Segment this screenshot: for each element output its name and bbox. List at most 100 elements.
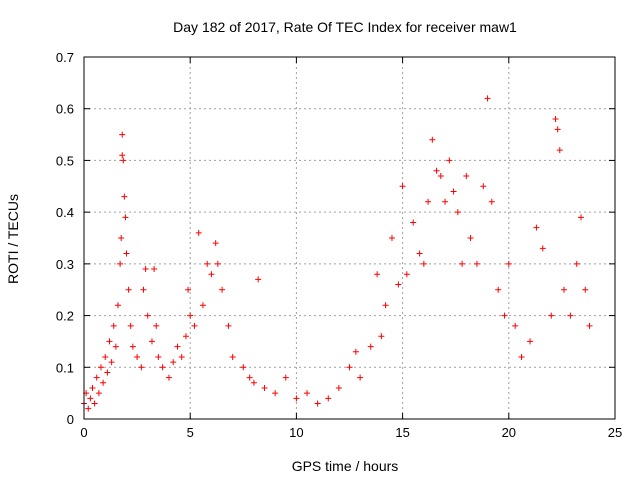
data-point — [153, 322, 160, 329]
data-point — [425, 198, 432, 205]
data-point — [104, 369, 111, 376]
data-point — [429, 136, 436, 143]
plot-frame — [83, 56, 616, 420]
x-axis-label: GPS time / hours — [292, 458, 399, 474]
data-point — [165, 374, 172, 381]
data-point — [552, 116, 559, 123]
data-point — [463, 172, 470, 179]
data-point — [229, 353, 236, 360]
data-point — [554, 126, 561, 133]
data-point — [87, 395, 94, 402]
data-point — [214, 260, 221, 267]
data-point — [388, 235, 395, 241]
data-point — [578, 214, 585, 221]
x-tick-label: 15 — [395, 425, 409, 440]
data-point — [512, 322, 519, 329]
data-point — [250, 379, 257, 386]
data-point — [187, 312, 194, 319]
data-point — [586, 322, 593, 329]
data-point — [148, 338, 155, 345]
data-point — [151, 266, 158, 273]
data-point — [100, 379, 107, 386]
data-point — [582, 286, 589, 293]
data-point — [352, 348, 359, 355]
data-point — [556, 147, 563, 154]
data-point — [382, 302, 389, 309]
y-tick-label: 0.6 — [56, 102, 74, 117]
data-point — [112, 343, 119, 350]
data-point — [573, 260, 580, 267]
data-point — [174, 343, 181, 350]
data-point — [122, 214, 129, 221]
data-point — [467, 235, 474, 241]
data-point — [199, 302, 206, 309]
data-point — [488, 198, 495, 205]
data-point — [442, 198, 449, 205]
data-point — [561, 286, 568, 293]
data-point — [240, 364, 247, 371]
data-point — [178, 353, 185, 360]
data-point — [114, 302, 121, 309]
data-point — [539, 245, 546, 252]
data-point — [450, 188, 457, 195]
data-point — [293, 395, 300, 402]
data-point — [282, 374, 289, 381]
data-point — [208, 271, 215, 278]
data-point — [446, 157, 453, 164]
data-point — [129, 343, 136, 350]
data-point — [93, 374, 100, 381]
y-tick-label: 0.7 — [56, 50, 74, 65]
data-point — [495, 286, 502, 293]
data-point — [144, 312, 151, 319]
data-point — [159, 364, 166, 371]
data-point — [219, 286, 226, 293]
data-point — [182, 333, 189, 340]
data-point — [106, 338, 113, 345]
x-tick-label: 10 — [289, 425, 303, 440]
data-point — [120, 157, 127, 164]
data-point — [374, 271, 381, 278]
data-point — [367, 343, 374, 350]
data-point — [518, 353, 525, 360]
data-point — [91, 400, 98, 407]
data-point — [246, 374, 253, 381]
data-point — [170, 359, 177, 366]
y-tick-label: 0.1 — [56, 360, 74, 375]
data-point — [85, 405, 92, 412]
y-tick-label: 0.2 — [56, 309, 74, 324]
x-tick-label: 25 — [608, 425, 622, 440]
data-point — [403, 271, 410, 278]
data-point — [95, 390, 102, 397]
data-point — [123, 250, 130, 257]
data-point — [225, 322, 232, 329]
data-point — [140, 286, 147, 293]
data-point — [416, 250, 423, 257]
data-point — [108, 359, 115, 366]
data-point — [533, 224, 540, 231]
chart-title: Day 182 of 2017, Rate Of TEC Index for r… — [173, 19, 517, 35]
y-ticks: 0 0.1 0.2 0.3 0.4 0.5 0.6 0.7 — [56, 50, 615, 427]
data-point — [212, 240, 219, 247]
x-tick-label: 20 — [502, 425, 516, 440]
data-point — [325, 395, 332, 402]
x-tick-label: 5 — [187, 425, 194, 440]
data-point — [195, 229, 202, 236]
data-point — [567, 312, 574, 319]
data-point — [473, 260, 480, 267]
data-point — [454, 209, 461, 216]
y-tick-label: 0.4 — [56, 205, 74, 220]
data-point — [527, 338, 534, 345]
data-point — [255, 276, 262, 283]
data-point — [314, 400, 321, 407]
data-point — [433, 167, 440, 174]
data-point — [119, 152, 126, 159]
data-point — [484, 95, 491, 102]
y-axis-label: ROTI / TECUs — [5, 194, 21, 284]
data-point — [410, 219, 417, 226]
data-point — [501, 312, 508, 319]
data-point — [127, 322, 134, 329]
data-point — [121, 193, 128, 200]
data-point — [261, 384, 268, 391]
data-point — [185, 286, 192, 293]
data-point — [125, 286, 132, 293]
